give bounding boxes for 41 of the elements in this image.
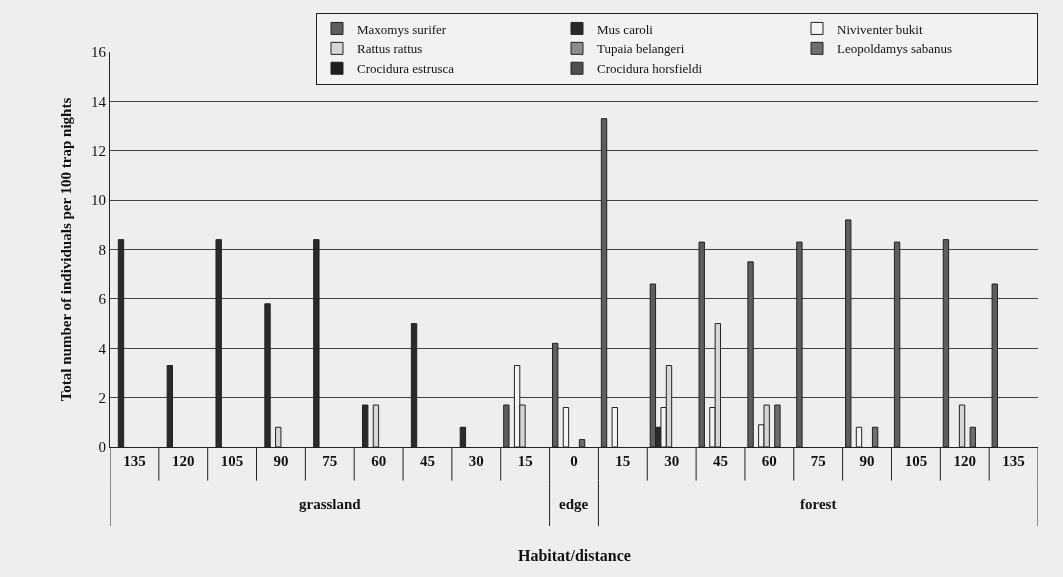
- y-tick-label: 0: [98, 439, 106, 456]
- legend-label: Niviventer bukit: [837, 21, 923, 37]
- x-tick-label: 15: [517, 453, 533, 469]
- y-tick-label: 6: [98, 291, 107, 308]
- legend-label: Rattus rattus: [357, 41, 423, 57]
- y-tick-label: 2: [98, 389, 106, 406]
- y-tick-label: 12: [91, 143, 106, 159]
- y-tick-label: 8: [98, 241, 106, 258]
- x-tick-label: 30: [664, 453, 680, 469]
- legend-label: Tupaia belangeri: [597, 41, 685, 57]
- x-tick-label: 90: [859, 453, 875, 469]
- x-tick-label: 45: [713, 453, 729, 469]
- x-tick-label: 120: [953, 453, 976, 469]
- x-tick-label: 105: [220, 453, 244, 469]
- x-tick-label: 105: [904, 453, 928, 469]
- y-tick-label: 4: [98, 340, 107, 357]
- text: forest: [800, 496, 837, 512]
- x-tick-label: 120: [172, 453, 195, 469]
- x-tick-label: 45: [419, 453, 435, 469]
- x-tick-label: 135: [123, 453, 146, 469]
- y-tick-label: 10: [91, 192, 106, 209]
- x-tick-label: 0: [570, 453, 578, 469]
- x-tick-label: 15: [615, 453, 631, 469]
- text: grassland: [299, 496, 362, 512]
- x-axis-title: Habitat/distance: [518, 547, 631, 564]
- text: edge: [559, 496, 589, 512]
- x-tick-label: 90: [273, 453, 289, 469]
- x-tick-label: 60: [371, 453, 387, 469]
- legend-label: Crocidura estrusca: [357, 61, 455, 77]
- y-tick-label: 16: [91, 44, 107, 61]
- x-tick-label: 60: [761, 453, 777, 469]
- legend-label: Crocidura horsfieldi: [597, 61, 703, 77]
- x-tick-label: 135: [1002, 453, 1025, 469]
- x-tick-label: 75: [322, 453, 338, 469]
- x-tick-label: 75: [810, 453, 826, 469]
- legend-label: Leopoldamys sabanus: [837, 41, 953, 57]
- y-axis-title: Total number of individuals per 100 trap nights: [58, 97, 75, 402]
- legend-label: Maxomys surifer: [357, 21, 447, 37]
- x-tick-label: 30: [468, 453, 484, 469]
- y-tick-label: 14: [91, 93, 107, 110]
- legend-label: Mus caroli: [597, 21, 654, 37]
